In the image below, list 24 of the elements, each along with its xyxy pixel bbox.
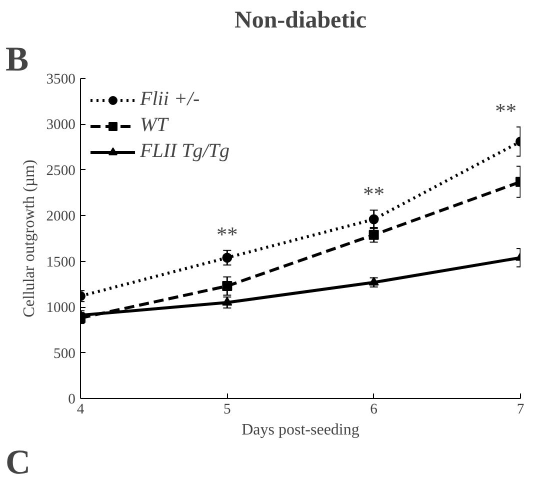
x-tick-label: 4 [76,402,85,418]
annotation: ** [495,98,516,123]
y-tick-label: 0 [68,392,76,408]
y-tick-label: 2500 [46,162,76,179]
point [368,276,379,286]
y-tick-label: 2000 [46,208,76,225]
annotation: ** [363,182,384,206]
x-tick-label: 7 [516,402,524,418]
y-tick-label: 1500 [46,254,76,270]
text: B [6,40,29,78]
x-tick-label: 5 [224,402,231,418]
x-tick-label: 6 [370,402,378,418]
y-tick-label: 500 [54,346,76,362]
y-axis-title: Cellular outgrowth (µm) [21,160,38,318]
y-tick-label: 3500 [46,72,76,88]
legend-label: FLII Tg/Tg [140,140,230,163]
chart-title: Non-diabetic [234,8,367,34]
y-tick-label: 1000 [46,300,76,316]
y-tick-label: 3000 [46,117,76,134]
x-axis-title: Days post-seeding [242,422,360,438]
legend-label: Flii +/- [140,88,200,111]
legend-label: WT [140,114,168,137]
annotation: ** [216,222,238,246]
text: C [6,444,31,481]
